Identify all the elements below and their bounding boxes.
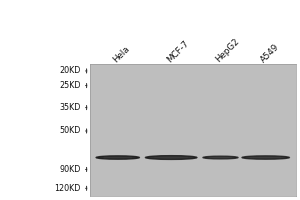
Text: A549: A549 xyxy=(259,42,281,64)
Text: 90KD: 90KD xyxy=(59,165,81,174)
Text: 50KD: 50KD xyxy=(59,126,81,135)
Text: 20KD: 20KD xyxy=(59,66,81,75)
Text: 35KD: 35KD xyxy=(59,103,81,112)
Ellipse shape xyxy=(104,157,132,158)
Text: 120KD: 120KD xyxy=(54,184,81,193)
Ellipse shape xyxy=(96,156,139,159)
Ellipse shape xyxy=(250,157,281,158)
Text: MCF-7: MCF-7 xyxy=(165,38,190,64)
Ellipse shape xyxy=(154,157,188,158)
Ellipse shape xyxy=(242,156,289,159)
Ellipse shape xyxy=(209,157,232,158)
Ellipse shape xyxy=(203,156,238,159)
Text: HepG2: HepG2 xyxy=(214,37,242,64)
Text: 25KD: 25KD xyxy=(59,81,81,90)
Text: Hela: Hela xyxy=(111,44,131,64)
Ellipse shape xyxy=(146,156,197,159)
